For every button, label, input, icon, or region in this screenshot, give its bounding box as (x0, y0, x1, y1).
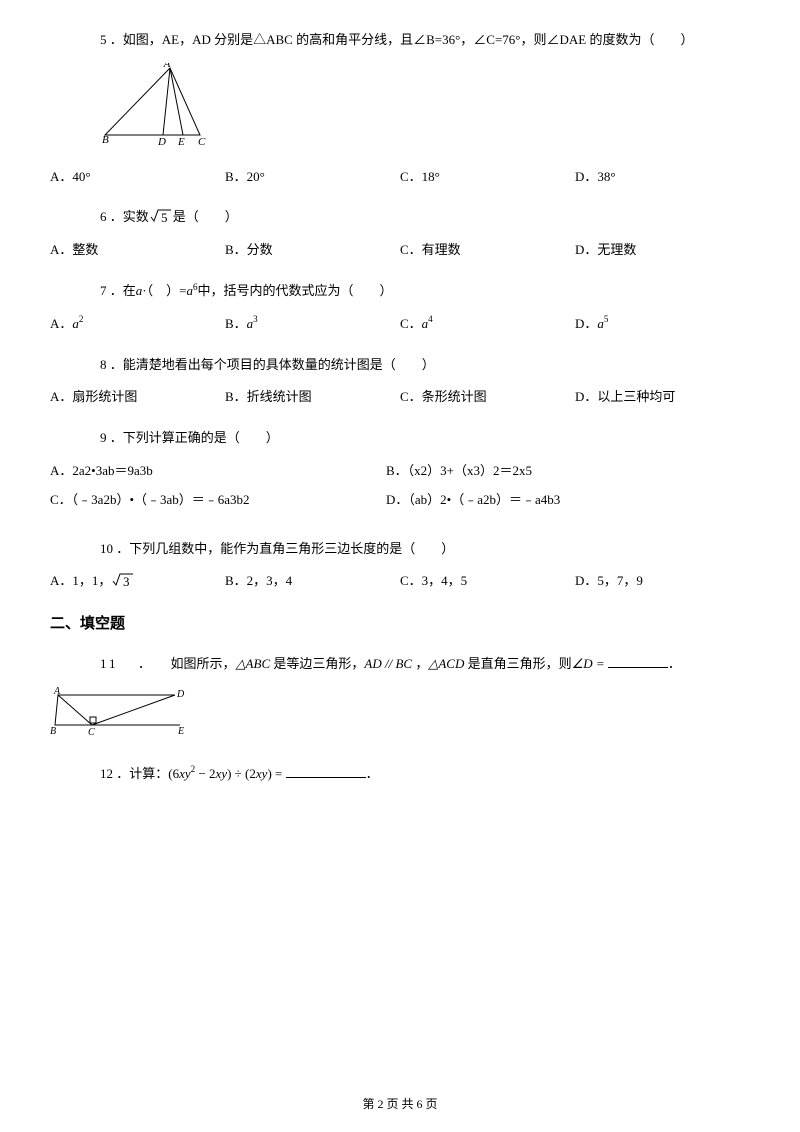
q6-text: 6 ．实数 5 是（ ） (50, 207, 750, 228)
q12-text: 12 ．计算：(6xy2 − 2xy) ÷ (2xy) = ． (50, 764, 750, 785)
q10-a-prefix: A．1，1， (50, 573, 111, 588)
svg-text:C: C (198, 136, 206, 148)
question-9: 9 ．下列计算正确的是（ ） A．2a2•3ab＝9a3b B．（x2）3+（x… (50, 428, 750, 518)
fill-blank (608, 655, 668, 668)
q12-prefix: 12 ．计算： (100, 766, 168, 781)
q8-options: A．扇形统计图 B．折线统计图 C．条形统计图 D．以上三种均可 (50, 387, 750, 408)
q8-opt-b: B．折线统计图 (225, 387, 400, 408)
q11-text: 11 ． 如图所示，△ABC 是等边三角形，AD // BC ，△ACD 是直角… (50, 654, 750, 675)
q7-prefix: 7 ．在 (100, 283, 136, 298)
svg-text:D: D (176, 689, 185, 700)
q5-opt-d: D．38° (575, 167, 750, 188)
q5-opt-c: C．18° (400, 167, 575, 188)
svg-text:E: E (177, 726, 184, 737)
q9-opt-c: C．（﹣3a2b）•（﹣3ab）＝﹣6a3b2 (50, 490, 386, 511)
question-12: 12 ．计算：(6xy2 − 2xy) ÷ (2xy) = ． (50, 764, 750, 785)
svg-text:5: 5 (161, 210, 168, 225)
svg-text:C: C (88, 727, 95, 737)
q11-dot: ． (138, 656, 151, 671)
question-6: 6 ．实数 5 是（ ） A．整数 B．分数 C．有理数 D．无理数 (50, 207, 750, 261)
fill-blank-12 (286, 765, 366, 778)
q9-options: A．2a2•3ab＝9a3b B．（x2）3+（x3）2＝2x5 C．（﹣3a2… (50, 461, 750, 519)
q10-opt-b: B．2，3，4 (225, 571, 400, 592)
question-10: 10 ．下列几组数中，能作为直角三角形三边长度的是（ ） A．1，1， 3 B．… (50, 539, 750, 593)
q11-mid2: ， (415, 656, 428, 671)
q6-prefix: 6 ．实数 (100, 209, 149, 224)
q10-opt-c: C．3，4，5 (400, 571, 575, 592)
question-11: 11 ． 如图所示，△ABC 是等边三角形，AD // BC ，△ACD 是直角… (50, 654, 750, 744)
q8-opt-a: A．扇形统计图 (50, 387, 225, 408)
section-2-heading: 二、填空题 (50, 612, 750, 636)
q6-opt-a: A．整数 (50, 240, 225, 261)
q6-opt-d: D．无理数 (575, 240, 750, 261)
q11-suffix: ． (668, 656, 681, 671)
q11-diagram: A B C D E (50, 687, 750, 744)
q11-mid3: 是直角三角形，则 (468, 656, 572, 671)
q6-opt-b: B．分数 (225, 240, 400, 261)
q7-opt-d: D．a5 (575, 314, 750, 335)
question-8: 8 ．能清楚地看出每个项目的具体数量的统计图是（ ） A．扇形统计图 B．折线统… (50, 355, 750, 409)
q7-d-label: D． (575, 316, 597, 331)
q7-suffix: 中，括号内的代数式应为（ ） (197, 283, 392, 298)
svg-text:E: E (177, 136, 185, 148)
q11-prefix: 如图所示， (171, 656, 236, 671)
q5-diagram: A B D E C (100, 63, 750, 155)
question-7: 7 ．在a·（ ）=a6中，括号内的代数式应为（ ） A．a2 B．a3 C．a… (50, 281, 750, 335)
q8-opt-d: D．以上三种均可 (575, 387, 750, 408)
q5-text: 5 ．如图，AE，AD 分别是△ABC 的高和角平分线，且∠B=36°，∠C=7… (50, 30, 750, 51)
q7-opt-a: A．a2 (50, 314, 225, 335)
q9-opt-b: B．（x2）3+（x3）2＝2x5 (386, 461, 722, 482)
q7-c-label: C． (400, 316, 422, 331)
q5-opt-b: B．20° (225, 167, 400, 188)
q11-num: 11 (100, 656, 119, 671)
q7-b-label: B． (225, 316, 247, 331)
svg-text:B: B (102, 134, 109, 146)
q7-opt-c: C．a4 (400, 314, 575, 335)
q7-a-label: A． (50, 316, 72, 331)
q9-text: 9 ．下列计算正确的是（ ） (50, 428, 750, 449)
svg-text:D: D (157, 136, 166, 148)
q6-options: A．整数 B．分数 C．有理数 D．无理数 (50, 240, 750, 261)
svg-text:A: A (163, 63, 171, 70)
q5-options: A．40° B．20° C．18° D．38° (50, 167, 750, 188)
q7-options: A．a2 B．a3 C．a4 D．a5 (50, 314, 750, 335)
q6-suffix: 是（ ） (173, 209, 238, 224)
q10-opt-d: D．5，7，9 (575, 571, 750, 592)
q10-text: 10 ．下列几组数中，能作为直角三角形三边长度的是（ ） (50, 539, 750, 560)
page-footer: 第 2 页 共 6 页 (0, 1095, 800, 1114)
question-5: 5 ．如图，AE，AD 分别是△ABC 的高和角平分线，且∠B=36°，∠C=7… (50, 30, 750, 187)
q7-text: 7 ．在a·（ ）=a6中，括号内的代数式应为（ ） (50, 281, 750, 302)
svg-text:B: B (50, 726, 56, 737)
q5-opt-a: A．40° (50, 167, 225, 188)
q12-suffix: ． (366, 766, 379, 781)
q8-opt-c: C．条形统计图 (400, 387, 575, 408)
q11-mid1: 是等边三角形， (273, 656, 364, 671)
q8-text: 8 ．能清楚地看出每个项目的具体数量的统计图是（ ） (50, 355, 750, 376)
svg-text:3: 3 (123, 574, 130, 589)
q9-opt-a: A．2a2•3ab＝9a3b (50, 461, 386, 482)
svg-text:A: A (53, 687, 61, 697)
q10-options: A．1，1， 3 B．2，3，4 C．3，4，5 D．5，7，9 (50, 571, 750, 592)
q10-opt-a: A．1，1， 3 (50, 571, 225, 592)
q9-opt-d: D．（ab）2•（﹣a2b）＝﹣a4b3 (386, 490, 722, 511)
q6-opt-c: C．有理数 (400, 240, 575, 261)
q7-opt-b: B．a3 (225, 314, 400, 335)
